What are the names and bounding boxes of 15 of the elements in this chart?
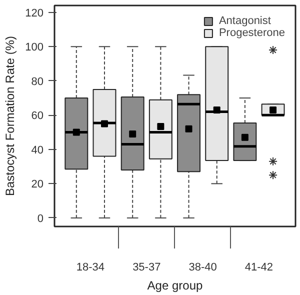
legend-label: Progesterone xyxy=(218,27,285,39)
x-axis-title: Age group xyxy=(147,278,204,292)
x-tick-label: 38-40 xyxy=(188,262,217,274)
legend-label: Antagonist xyxy=(218,15,271,27)
x-tick-label: 18-34 xyxy=(76,262,105,274)
y-tick-label: 0 xyxy=(37,212,44,225)
y-tick-label: 120 xyxy=(25,7,44,20)
y-tick-label: 100 xyxy=(25,42,44,54)
x-tick-label: 35-37 xyxy=(132,262,161,274)
y-tick-label: 20 xyxy=(31,178,44,191)
y-axis-title: Bastocyst Formation Rate (%) xyxy=(3,36,18,196)
y-tick-label: 80 xyxy=(31,76,44,88)
y-tick-label: 60 xyxy=(31,110,44,122)
x-tick-label: 41-42 xyxy=(244,262,274,274)
y-tick-label: 40 xyxy=(31,144,44,156)
